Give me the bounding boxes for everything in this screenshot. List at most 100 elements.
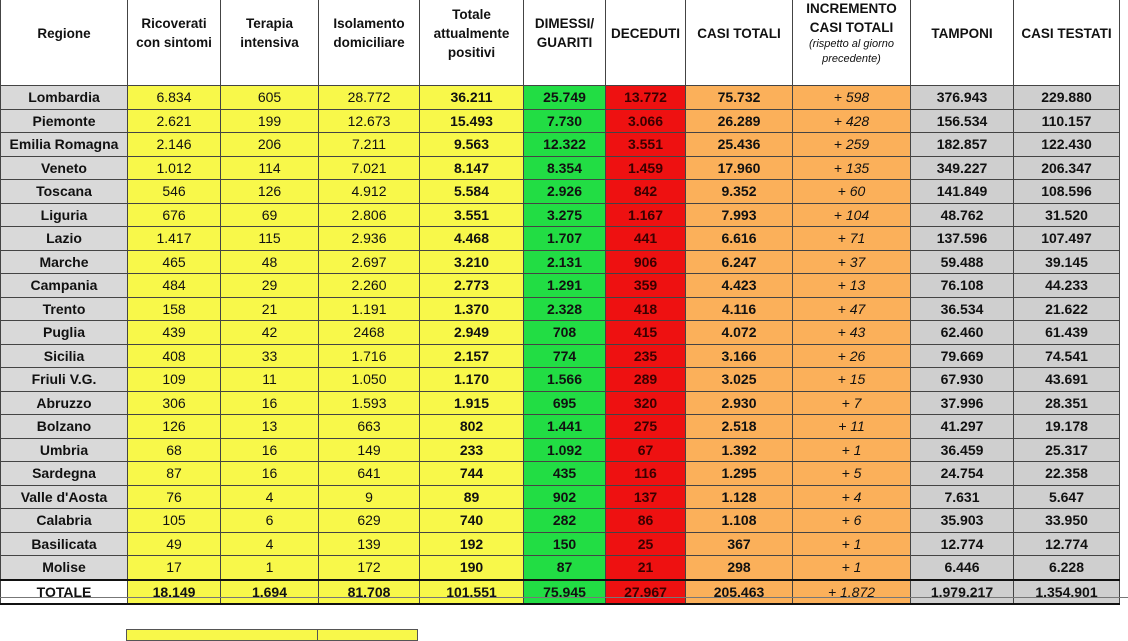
cell-incremento: + 135 <box>792 155 911 180</box>
cell-dimessi: 902 <box>523 484 606 509</box>
header-ricoverati: Ricoverati con sintomi <box>127 0 221 86</box>
cell-dimessi: 1.707 <box>523 226 606 251</box>
cell-incremento: + 6 <box>792 508 911 533</box>
cell-casi-testati: 110.157 <box>1013 108 1120 133</box>
cell-incremento: + 26 <box>792 343 911 368</box>
cell-tamponi: 6.446 <box>910 555 1014 580</box>
cell-dimessi: 150 <box>523 531 606 556</box>
cell-tamponi: 12.774 <box>910 531 1014 556</box>
cell-casi-totali: 3.166 <box>685 343 793 368</box>
cell-deceduti: 320 <box>605 390 686 415</box>
cell-dimessi: 695 <box>523 390 606 415</box>
cell-terapia: 21 <box>220 296 319 321</box>
cell-ricoverati: 68 <box>127 437 221 462</box>
cell-totale-positivi: 3.551 <box>419 202 524 227</box>
header-incremento-note: (rispetto al giorno precedente) <box>809 38 894 65</box>
cell-incremento: + 13 <box>792 273 911 298</box>
total-terapia: 1.694 <box>220 578 319 605</box>
cell-incremento: + 1 <box>792 437 911 462</box>
cell-deceduti: 415 <box>605 320 686 345</box>
cell-region: Valle d'Aosta <box>0 484 128 509</box>
cell-region: Veneto <box>0 155 128 180</box>
cell-incremento: + 43 <box>792 320 911 345</box>
cell-incremento: + 47 <box>792 296 911 321</box>
cell-incremento: + 1 <box>792 555 911 580</box>
covid-region-table: Regione Ricoverati con sintomi Terapia i… <box>0 0 1120 605</box>
cell-ricoverati: 6.834 <box>127 85 221 110</box>
cell-casi-testati: 33.950 <box>1013 508 1120 533</box>
cell-tamponi: 376.943 <box>910 85 1014 110</box>
cell-casi-testati: 12.774 <box>1013 531 1120 556</box>
cell-totale-positivi: 192 <box>419 531 524 556</box>
cell-isolamento: 1.191 <box>318 296 420 321</box>
table-row: Calabria 105 6 629 740 282 86 1.108 + 6 35.903 33.… <box>0 508 1120 533</box>
table-row: Lombardia 6.834 605 28.772 36.211 25.749 13.77… <box>0 85 1120 110</box>
cell-dimessi: 1.566 <box>523 367 606 392</box>
cell-totale-positivi: 233 <box>419 437 524 462</box>
cell-isolamento: 2.806 <box>318 202 420 227</box>
cell-deceduti: 1.167 <box>605 202 686 227</box>
table-row: Basilicata 49 4 139 192 150 25 367 + 1 12.774 12.7… <box>0 531 1120 556</box>
header-casi-totali: CASI TOTALI <box>685 0 793 86</box>
cell-region: Trento <box>0 296 128 321</box>
cell-ricoverati: 126 <box>127 414 221 439</box>
cell-casi-testati: 108.596 <box>1013 179 1120 204</box>
cell-isolamento: 139 <box>318 531 420 556</box>
cell-dimessi: 25.749 <box>523 85 606 110</box>
cell-casi-testati: 44.233 <box>1013 273 1120 298</box>
cell-tamponi: 24.754 <box>910 461 1014 486</box>
cell-dimessi: 2.328 <box>523 296 606 321</box>
cell-casi-testati: 22.358 <box>1013 461 1120 486</box>
table-row: Trento 158 21 1.191 1.370 2.328 418 4.116 + 47 36… <box>0 296 1120 321</box>
table-row: Abruzzo 306 16 1.593 1.915 695 320 2.930 + 7 37.9… <box>0 390 1120 415</box>
cell-ricoverati: 439 <box>127 320 221 345</box>
cell-tamponi: 48.762 <box>910 202 1014 227</box>
table-row: Liguria 676 69 2.806 3.551 3.275 1.167 7.993 + 1… <box>0 202 1120 227</box>
total-casi-testati: 1.354.901 <box>1013 578 1120 605</box>
cell-ricoverati: 49 <box>127 531 221 556</box>
cell-casi-totali: 4.423 <box>685 273 793 298</box>
cell-tamponi: 36.459 <box>910 437 1014 462</box>
cell-casi-totali: 6.247 <box>685 249 793 274</box>
cell-region: Bolzano <box>0 414 128 439</box>
table-row: Toscana 546 126 4.912 5.584 2.926 842 9.352 + 60… <box>0 179 1120 204</box>
cell-deceduti: 289 <box>605 367 686 392</box>
cell-terapia: 33 <box>220 343 319 368</box>
cell-region: Molise <box>0 555 128 580</box>
cell-tamponi: 62.460 <box>910 320 1014 345</box>
cell-incremento: + 5 <box>792 461 911 486</box>
cell-totale-positivi: 5.584 <box>419 179 524 204</box>
cell-terapia: 126 <box>220 179 319 204</box>
cell-isolamento: 28.772 <box>318 85 420 110</box>
cell-casi-testati: 28.351 <box>1013 390 1120 415</box>
cell-casi-testati: 39.145 <box>1013 249 1120 274</box>
cell-dimessi: 2.926 <box>523 179 606 204</box>
cell-casi-totali: 75.732 <box>685 85 793 110</box>
cell-casi-testati: 21.622 <box>1013 296 1120 321</box>
cell-deceduti: 3.551 <box>605 132 686 157</box>
cell-incremento: + 71 <box>792 226 911 251</box>
cell-region: Lombardia <box>0 85 128 110</box>
cell-terapia: 69 <box>220 202 319 227</box>
cell-isolamento: 641 <box>318 461 420 486</box>
cell-deceduti: 21 <box>605 555 686 580</box>
cell-casi-totali: 9.352 <box>685 179 793 204</box>
cell-casi-totali: 1.295 <box>685 461 793 486</box>
cell-deceduti: 842 <box>605 179 686 204</box>
cell-dimessi: 7.730 <box>523 108 606 133</box>
cell-casi-testati: 61.439 <box>1013 320 1120 345</box>
cell-tamponi: 67.930 <box>910 367 1014 392</box>
table-row: Marche 465 48 2.697 3.210 2.131 906 6.247 + 37 59… <box>0 249 1120 274</box>
cell-deceduti: 86 <box>605 508 686 533</box>
cell-casi-totali: 4.072 <box>685 320 793 345</box>
cell-ricoverati: 2.146 <box>127 132 221 157</box>
cell-tamponi: 59.488 <box>910 249 1014 274</box>
cell-ricoverati: 408 <box>127 343 221 368</box>
cell-ricoverati: 2.621 <box>127 108 221 133</box>
cell-ricoverati: 1.012 <box>127 155 221 180</box>
cell-casi-testati: 19.178 <box>1013 414 1120 439</box>
cell-totale-positivi: 2.949 <box>419 320 524 345</box>
total-incremento: + 1.872 <box>792 578 911 605</box>
cell-region: Abruzzo <box>0 390 128 415</box>
total-row: TOTALE 18.149 1.694 81.708 101.551 75.945 27.9… <box>0 578 1120 605</box>
